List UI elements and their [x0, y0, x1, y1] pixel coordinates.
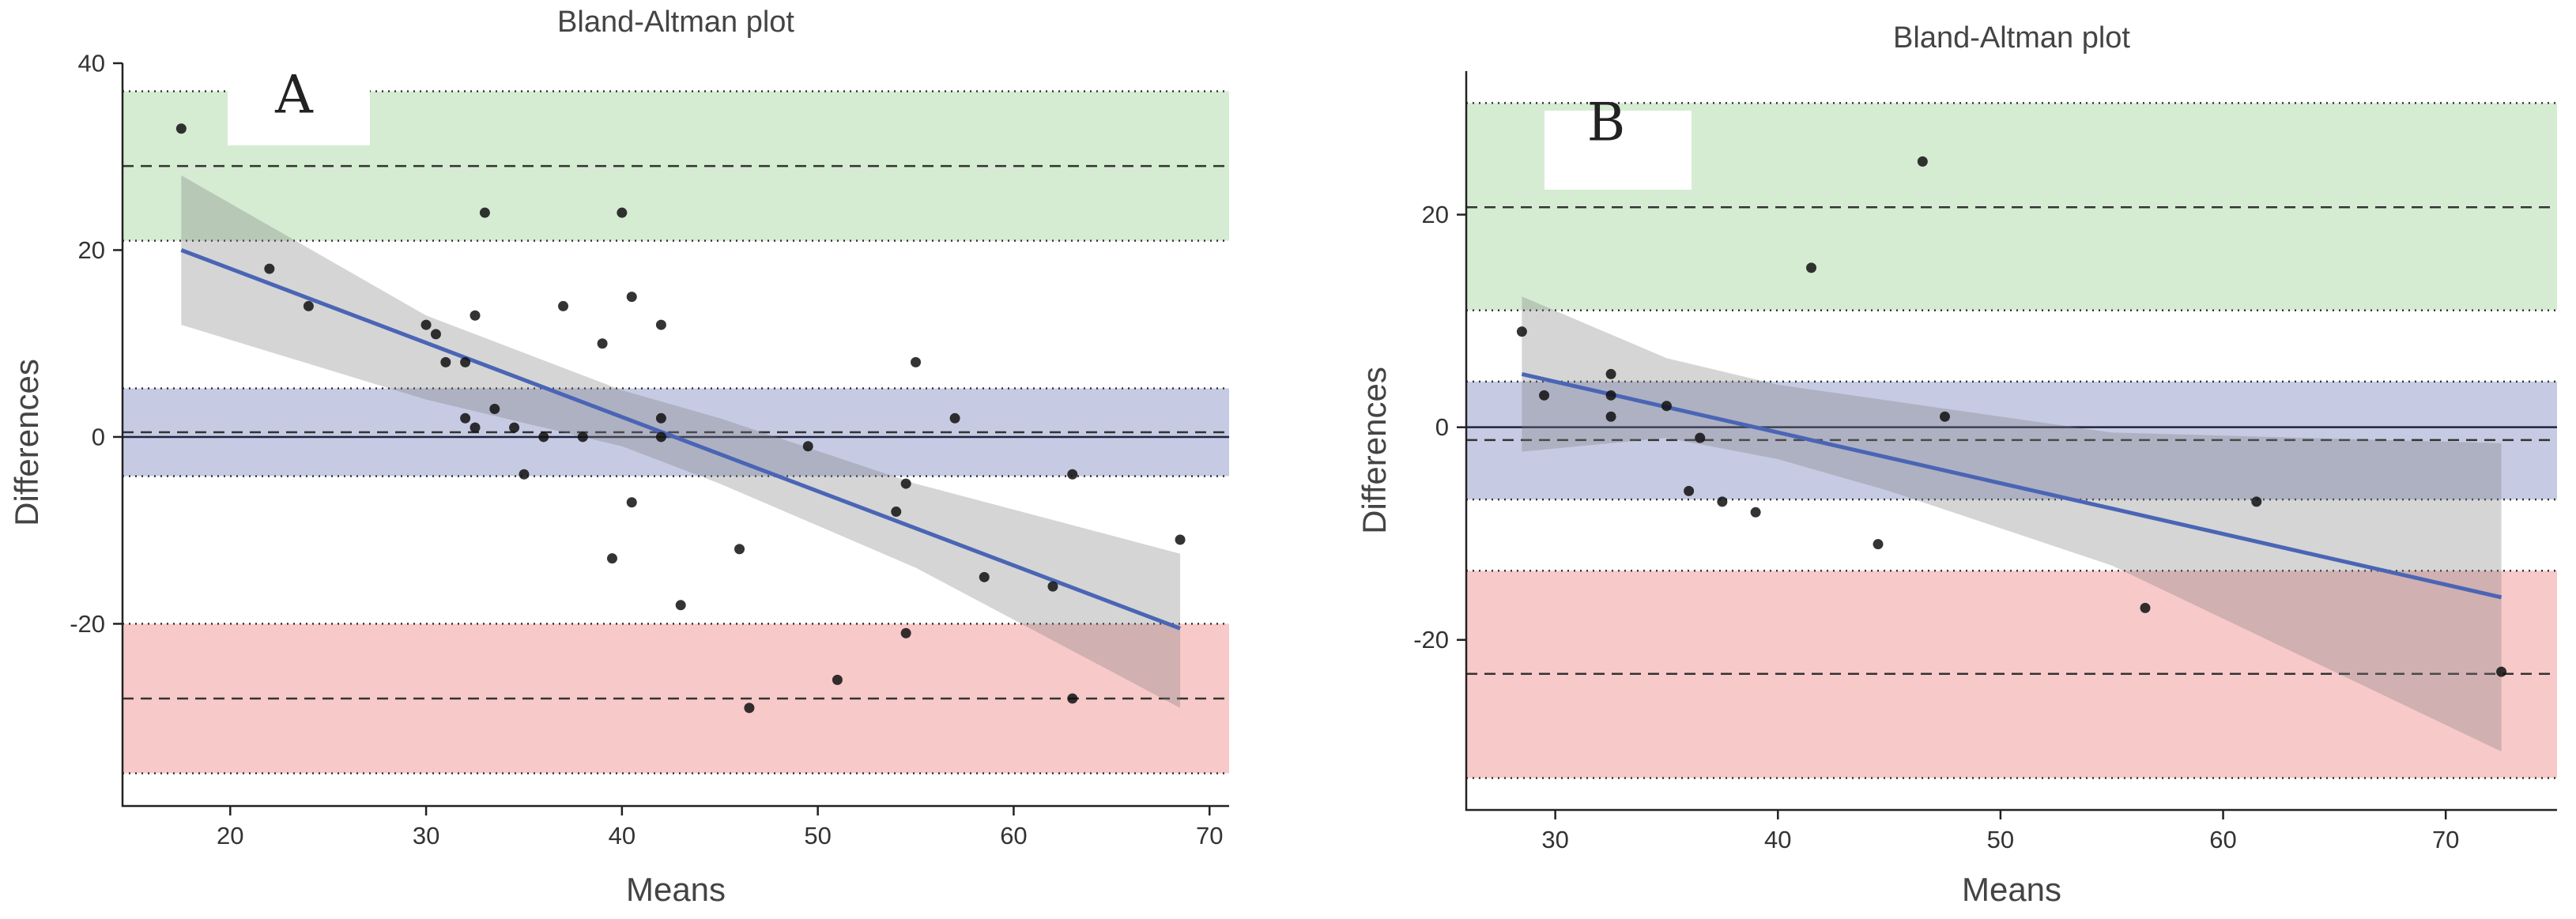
- panel-a: Bland-Altman plot Means Differences 20 30…: [8, 6, 1229, 908]
- data-point: [911, 356, 922, 367]
- data-point: [1605, 390, 1616, 401]
- x-axis-label-a: Means: [626, 871, 726, 908]
- regression-ci-band: [1522, 296, 2502, 752]
- data-point: [1175, 534, 1186, 545]
- panel-letter-a: A: [274, 65, 314, 126]
- y-tick-label: -20: [70, 610, 105, 638]
- data-point: [979, 571, 990, 582]
- y-axis-label-a: Differences: [8, 359, 45, 526]
- data-point: [558, 300, 569, 311]
- x-tick-label: 60: [2209, 826, 2236, 853]
- data-point: [479, 207, 490, 218]
- data-point: [891, 507, 902, 518]
- x-tick-label: 70: [2432, 826, 2459, 853]
- chart-title-a: Bland-Altman plot: [557, 6, 794, 39]
- data-point: [617, 207, 628, 218]
- data-point: [430, 329, 441, 340]
- y-axis-label-b: Differences: [1356, 367, 1393, 534]
- data-point: [606, 553, 617, 564]
- y-tick-label: 0: [1435, 413, 1449, 441]
- panel-letter-b: B: [1587, 92, 1626, 153]
- data-point: [460, 412, 471, 424]
- x-tick-label: 40: [1764, 826, 1791, 853]
- data-point: [440, 356, 451, 367]
- data-point: [655, 431, 666, 443]
- data-point: [626, 292, 637, 303]
- data-point: [1917, 156, 1928, 167]
- data-point: [470, 422, 481, 433]
- chart-title-b: Bland-Altman plot: [1893, 21, 2130, 55]
- data-point: [1067, 693, 1078, 704]
- data-point: [655, 319, 666, 330]
- x-tick-label: 30: [1541, 826, 1568, 853]
- data-point: [802, 441, 813, 452]
- y-tick-label: 40: [78, 50, 105, 77]
- data-point: [489, 403, 500, 414]
- data-point: [655, 412, 666, 424]
- data-point: [1873, 539, 1884, 550]
- data-point: [1661, 401, 1672, 412]
- data-point: [1695, 432, 1706, 443]
- data-point: [470, 310, 481, 321]
- x-tick-label: 60: [1000, 822, 1027, 849]
- data-point: [949, 412, 960, 424]
- y-tick-label: 20: [1422, 201, 1449, 228]
- data-point: [2496, 666, 2507, 677]
- data-point: [832, 674, 843, 685]
- regression-line: [1521, 371, 2502, 600]
- panel-b: Bland-Altman plot Means Differences 30 40…: [1356, 21, 2557, 908]
- data-point: [1516, 326, 1527, 337]
- data-point: [1539, 390, 1550, 401]
- data-point: [303, 300, 314, 311]
- data-point: [1605, 411, 1616, 422]
- x-tick-label: 30: [413, 822, 439, 849]
- data-point: [509, 422, 520, 433]
- regression-line: [180, 248, 1181, 631]
- x-tick-label: 50: [1987, 826, 2014, 853]
- data-point: [734, 544, 745, 555]
- data-point: [744, 702, 755, 714]
- data-point: [264, 263, 275, 274]
- data-point: [2251, 496, 2262, 507]
- data-point: [626, 497, 637, 508]
- data-point: [2140, 602, 2151, 613]
- data-point: [675, 600, 686, 611]
- data-point: [421, 319, 432, 330]
- data-point: [900, 627, 911, 638]
- data-point: [175, 123, 187, 134]
- panel-letter-box-b: [1544, 111, 1692, 190]
- data-point: [1750, 507, 1761, 518]
- data-point: [519, 469, 530, 480]
- data-point: [1067, 469, 1078, 480]
- x-axis-label-b: Means: [1962, 871, 2061, 908]
- y-tick-label: 20: [78, 236, 105, 264]
- data-point: [460, 356, 471, 367]
- y-tick-label: -20: [1413, 626, 1449, 653]
- data-point: [577, 431, 588, 443]
- panel-letter-box-a: [228, 77, 370, 145]
- plot-area-b: 30 40 50 60 70 -20 0 20: [1413, 71, 2557, 853]
- x-tick-label: 40: [609, 822, 636, 849]
- data-point: [1717, 496, 1728, 507]
- y-tick-label: 0: [92, 423, 105, 450]
- x-tick-label: 50: [804, 822, 831, 849]
- data-point: [1684, 485, 1695, 496]
- data-point: [1605, 368, 1616, 379]
- plot-area-a: 20 30 40 50 60 70 -20 0 20 40: [70, 50, 1229, 849]
- data-point: [1940, 411, 1951, 422]
- data-point: [597, 338, 608, 349]
- data-point: [538, 431, 549, 443]
- x-tick-label: 20: [217, 822, 243, 849]
- data-point: [1047, 581, 1058, 592]
- x-tick-label: 70: [1196, 822, 1223, 849]
- data-point: [900, 478, 911, 489]
- data-point: [1806, 262, 1817, 273]
- regression-ci-band: [181, 175, 1181, 708]
